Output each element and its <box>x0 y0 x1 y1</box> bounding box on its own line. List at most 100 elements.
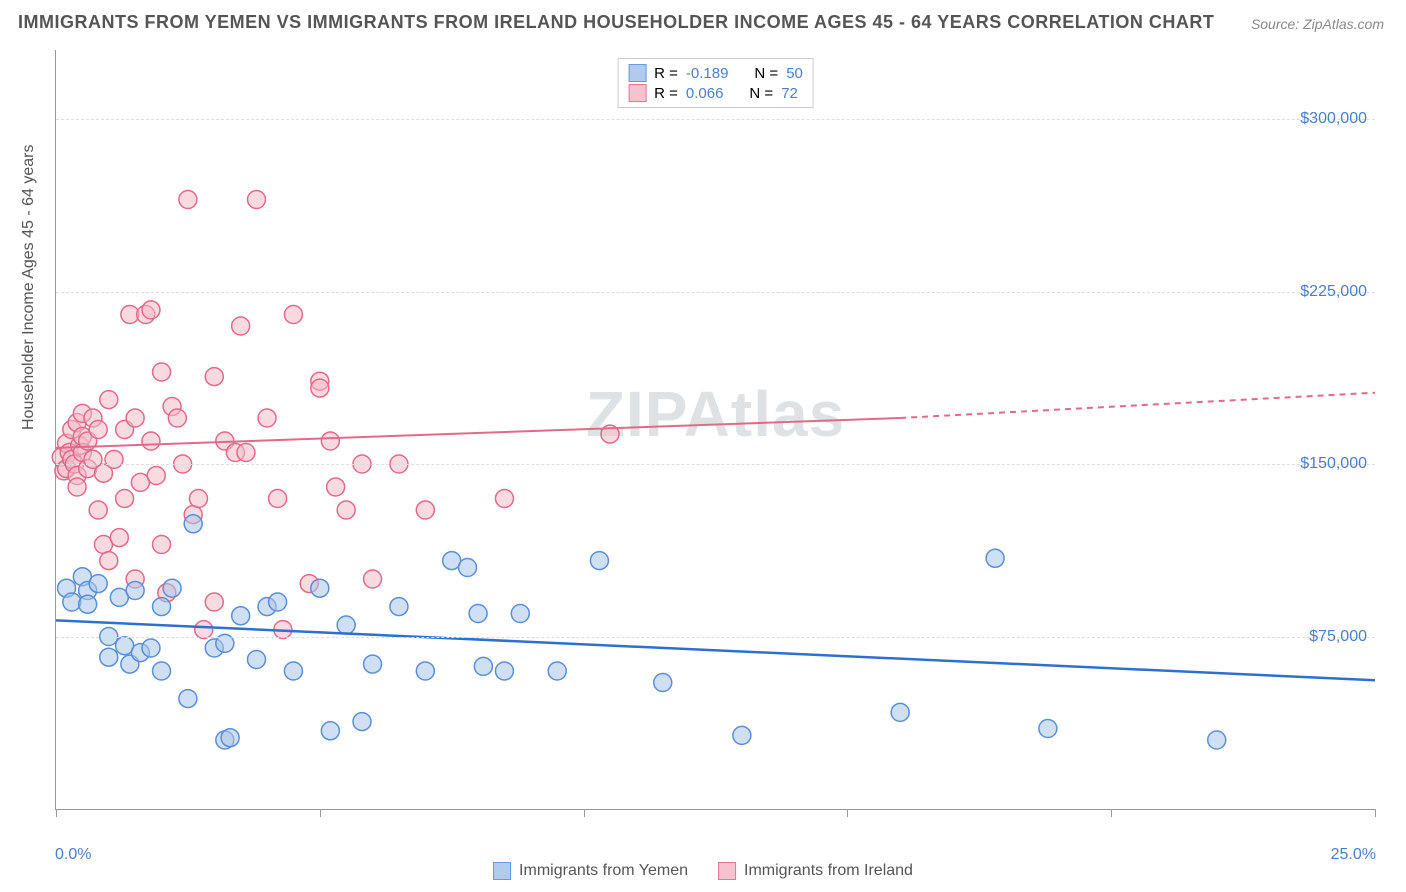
x-tick <box>584 809 585 817</box>
scatter-point <box>184 515 202 533</box>
scatter-point <box>353 713 371 731</box>
y-tick-label: $75,000 <box>1309 628 1367 646</box>
scatter-point <box>153 363 171 381</box>
legend-stats-row-0: R = -0.189 N = 50 <box>628 63 803 83</box>
scatter-point <box>205 593 223 611</box>
legend-swatch-0 <box>628 64 646 82</box>
scatter-point <box>68 478 86 496</box>
y-tick-label: $225,000 <box>1300 283 1367 301</box>
scatter-point <box>416 662 434 680</box>
scatter-point <box>189 490 207 508</box>
scatter-point <box>89 501 107 519</box>
scatter-point <box>986 549 1004 567</box>
r-value-1: 0.066 <box>686 85 724 102</box>
scatter-point <box>232 317 250 335</box>
scatter-point <box>100 391 118 409</box>
scatter-point <box>147 467 165 485</box>
scatter-point <box>142 301 160 319</box>
scatter-point <box>205 368 223 386</box>
n-label: N = <box>749 85 773 102</box>
scatter-point <box>100 552 118 570</box>
scatter-point <box>733 726 751 744</box>
scatter-point <box>548 662 566 680</box>
scatter-point <box>269 490 287 508</box>
grid-line <box>56 292 1375 293</box>
legend-series-label-0: Immigrants from Yemen <box>519 862 688 880</box>
x-min-label: 0.0% <box>55 846 91 864</box>
scatter-point <box>364 570 382 588</box>
scatter-point <box>364 655 382 673</box>
legend-swatch-b1 <box>718 862 736 880</box>
scatter-point <box>142 432 160 450</box>
n-value-1: 72 <box>781 85 798 102</box>
scatter-point <box>495 662 513 680</box>
n-label: N = <box>754 65 778 82</box>
x-tick <box>320 809 321 817</box>
y-tick-label: $150,000 <box>1300 455 1367 473</box>
grid-line <box>56 119 1375 120</box>
scatter-point <box>153 536 171 554</box>
scatter-point <box>474 657 492 675</box>
legend-series-item-1: Immigrants from Ireland <box>718 862 913 880</box>
legend-stats-row-1: R = 0.066 N = 72 <box>628 83 803 103</box>
scatter-point <box>590 552 608 570</box>
scatter-point <box>116 490 134 508</box>
scatter-point <box>284 306 302 324</box>
scatter-point <box>110 529 128 547</box>
scatter-point <box>337 616 355 634</box>
x-tick <box>56 809 57 817</box>
n-value-0: 50 <box>786 65 803 82</box>
scatter-point <box>79 595 97 613</box>
scatter-point <box>247 651 265 669</box>
scatter-point <box>311 379 329 397</box>
r-label: R = <box>654 65 678 82</box>
scatter-point <box>163 579 181 597</box>
scatter-point <box>311 579 329 597</box>
plot-area: ZIPAtlas R = -0.189 N = 50 R = 0.066 N =… <box>55 50 1375 810</box>
x-tick <box>1111 809 1112 817</box>
scatter-point <box>247 191 265 209</box>
scatter-point <box>168 409 186 427</box>
r-label: R = <box>654 85 678 102</box>
scatter-point <box>126 582 144 600</box>
scatter-point <box>221 729 239 747</box>
scatter-point <box>891 703 909 721</box>
legend-series-label-1: Immigrants from Ireland <box>744 862 913 880</box>
x-tick <box>1375 809 1376 817</box>
legend-swatch-b0 <box>493 862 511 880</box>
scatter-point <box>327 478 345 496</box>
scatter-point <box>258 409 276 427</box>
scatter-point <box>495 490 513 508</box>
grid-line <box>56 464 1375 465</box>
scatter-point <box>337 501 355 519</box>
scatter-point <box>89 421 107 439</box>
chart-title: IMMIGRANTS FROM YEMEN VS IMMIGRANTS FROM… <box>18 12 1214 33</box>
legend-series: Immigrants from Yemen Immigrants from Ir… <box>493 862 913 880</box>
scatter-point <box>321 432 339 450</box>
legend-swatch-1 <box>628 84 646 102</box>
scatter-point <box>1039 720 1057 738</box>
scatter-point <box>416 501 434 519</box>
trend-line-dashed <box>900 393 1375 418</box>
scatter-point <box>237 444 255 462</box>
legend-stats: R = -0.189 N = 50 R = 0.066 N = 72 <box>617 58 814 108</box>
scatter-point <box>321 722 339 740</box>
scatter-point <box>1208 731 1226 749</box>
scatter-point <box>511 605 529 623</box>
scatter-point <box>179 191 197 209</box>
x-tick <box>847 809 848 817</box>
grid-line <box>56 637 1375 638</box>
scatter-point <box>390 598 408 616</box>
scatter-point <box>469 605 487 623</box>
y-axis-title: Householder Income Ages 45 - 64 years <box>20 145 38 431</box>
source-label: Source: ZipAtlas.com <box>1251 16 1384 32</box>
scatter-point <box>153 598 171 616</box>
scatter-point <box>100 648 118 666</box>
scatter-point <box>142 639 160 657</box>
scatter-point <box>105 450 123 468</box>
scatter-point <box>63 593 81 611</box>
scatter-point <box>459 559 477 577</box>
r-value-0: -0.189 <box>686 65 729 82</box>
scatter-point <box>269 593 287 611</box>
y-tick-label: $300,000 <box>1300 110 1367 128</box>
